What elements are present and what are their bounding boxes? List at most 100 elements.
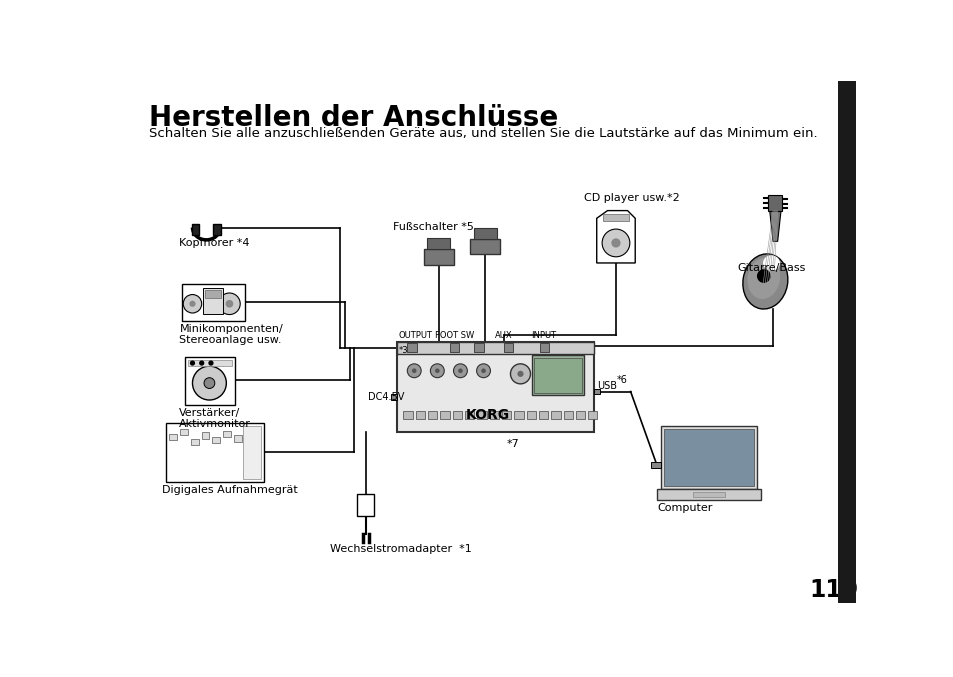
Bar: [427, 238, 450, 249]
Text: *3: *3: [398, 346, 408, 355]
Circle shape: [601, 229, 629, 257]
Bar: [201, 433, 210, 439]
Text: Verstärker/
Aktivmonitor: Verstärker/ Aktivmonitor: [179, 408, 251, 429]
Bar: [476, 411, 486, 418]
Bar: [663, 429, 753, 486]
Bar: [223, 431, 231, 437]
Circle shape: [480, 368, 485, 373]
Text: Wechselstromadapter  *1: Wechselstromadapter *1: [329, 544, 471, 554]
Bar: [538, 411, 548, 418]
Text: USB: USB: [597, 381, 617, 391]
Text: Minikomponenten/
Stereoanlage usw.: Minikomponenten/ Stereoanlage usw.: [179, 324, 283, 345]
Bar: [192, 225, 199, 235]
Bar: [656, 489, 760, 500]
Bar: [233, 435, 241, 441]
Circle shape: [457, 368, 462, 373]
Bar: [501, 411, 511, 418]
Bar: [396, 341, 593, 433]
Bar: [470, 239, 499, 255]
Circle shape: [225, 300, 233, 307]
Text: DC4.5V: DC4.5V: [368, 392, 404, 402]
Text: OUTPUT: OUTPUT: [398, 331, 433, 340]
Bar: [428, 411, 436, 418]
Circle shape: [510, 364, 530, 384]
Bar: [503, 343, 513, 352]
Text: Digigales Aufnahmegrät: Digigales Aufnahmegrät: [161, 485, 297, 495]
Circle shape: [209, 361, 213, 365]
Circle shape: [204, 378, 214, 389]
Bar: [424, 249, 453, 265]
Bar: [188, 360, 232, 366]
Bar: [449, 343, 458, 352]
Bar: [180, 429, 188, 435]
Bar: [440, 411, 449, 418]
Bar: [391, 394, 396, 400]
Bar: [170, 434, 177, 440]
Bar: [692, 492, 724, 497]
Circle shape: [435, 368, 439, 373]
Bar: [659, 427, 756, 489]
Circle shape: [190, 301, 195, 307]
Bar: [166, 423, 264, 481]
Polygon shape: [596, 211, 635, 263]
Bar: [416, 411, 425, 418]
Bar: [185, 357, 234, 405]
Bar: [191, 439, 198, 445]
Bar: [473, 228, 497, 239]
Bar: [181, 284, 245, 321]
Bar: [213, 225, 221, 235]
Circle shape: [218, 293, 240, 315]
Text: AUX: AUX: [495, 331, 512, 340]
Bar: [356, 494, 374, 515]
Bar: [242, 427, 261, 479]
Circle shape: [183, 294, 201, 313]
Text: Computer: Computer: [657, 503, 712, 513]
Text: FOOT SW: FOOT SW: [435, 331, 474, 340]
Bar: [213, 437, 220, 443]
Circle shape: [199, 361, 203, 365]
Bar: [551, 411, 560, 418]
Circle shape: [611, 238, 620, 248]
Bar: [396, 341, 593, 354]
Bar: [534, 357, 581, 393]
Bar: [205, 290, 221, 298]
Circle shape: [453, 364, 467, 378]
Bar: [403, 411, 413, 418]
Bar: [767, 195, 781, 211]
Bar: [539, 343, 548, 352]
Bar: [576, 411, 584, 418]
Circle shape: [407, 364, 420, 378]
Bar: [651, 462, 659, 468]
Text: *6: *6: [616, 375, 627, 385]
Bar: [837, 81, 856, 603]
Bar: [526, 411, 536, 418]
Bar: [588, 411, 597, 418]
Text: *7: *7: [506, 439, 518, 449]
Text: Kopfhörer *4: Kopfhörer *4: [179, 238, 250, 248]
Bar: [245, 440, 253, 446]
Circle shape: [757, 270, 769, 282]
Circle shape: [191, 361, 194, 365]
Text: INPUT: INPUT: [531, 331, 556, 340]
Text: 119: 119: [808, 578, 858, 602]
Bar: [514, 411, 523, 418]
Bar: [464, 411, 474, 418]
Bar: [453, 411, 461, 418]
Bar: [406, 343, 416, 352]
Bar: [563, 411, 572, 418]
Ellipse shape: [742, 254, 787, 309]
Bar: [489, 411, 498, 418]
Ellipse shape: [762, 255, 780, 271]
Bar: [474, 343, 483, 352]
Bar: [532, 355, 584, 395]
Circle shape: [430, 364, 444, 378]
Circle shape: [193, 366, 226, 400]
Text: Fußschalter *5: Fußschalter *5: [393, 222, 474, 232]
Bar: [203, 288, 222, 313]
Ellipse shape: [747, 258, 780, 299]
Circle shape: [412, 368, 416, 373]
Text: Herstellen der Anschlüsse: Herstellen der Anschlüsse: [150, 104, 558, 132]
Bar: [593, 389, 599, 394]
Bar: [602, 214, 628, 221]
Text: Schalten Sie alle anzuschließenden Geräte aus, und stellen Sie die Lautstärke au: Schalten Sie alle anzuschließenden Gerät…: [150, 127, 817, 140]
